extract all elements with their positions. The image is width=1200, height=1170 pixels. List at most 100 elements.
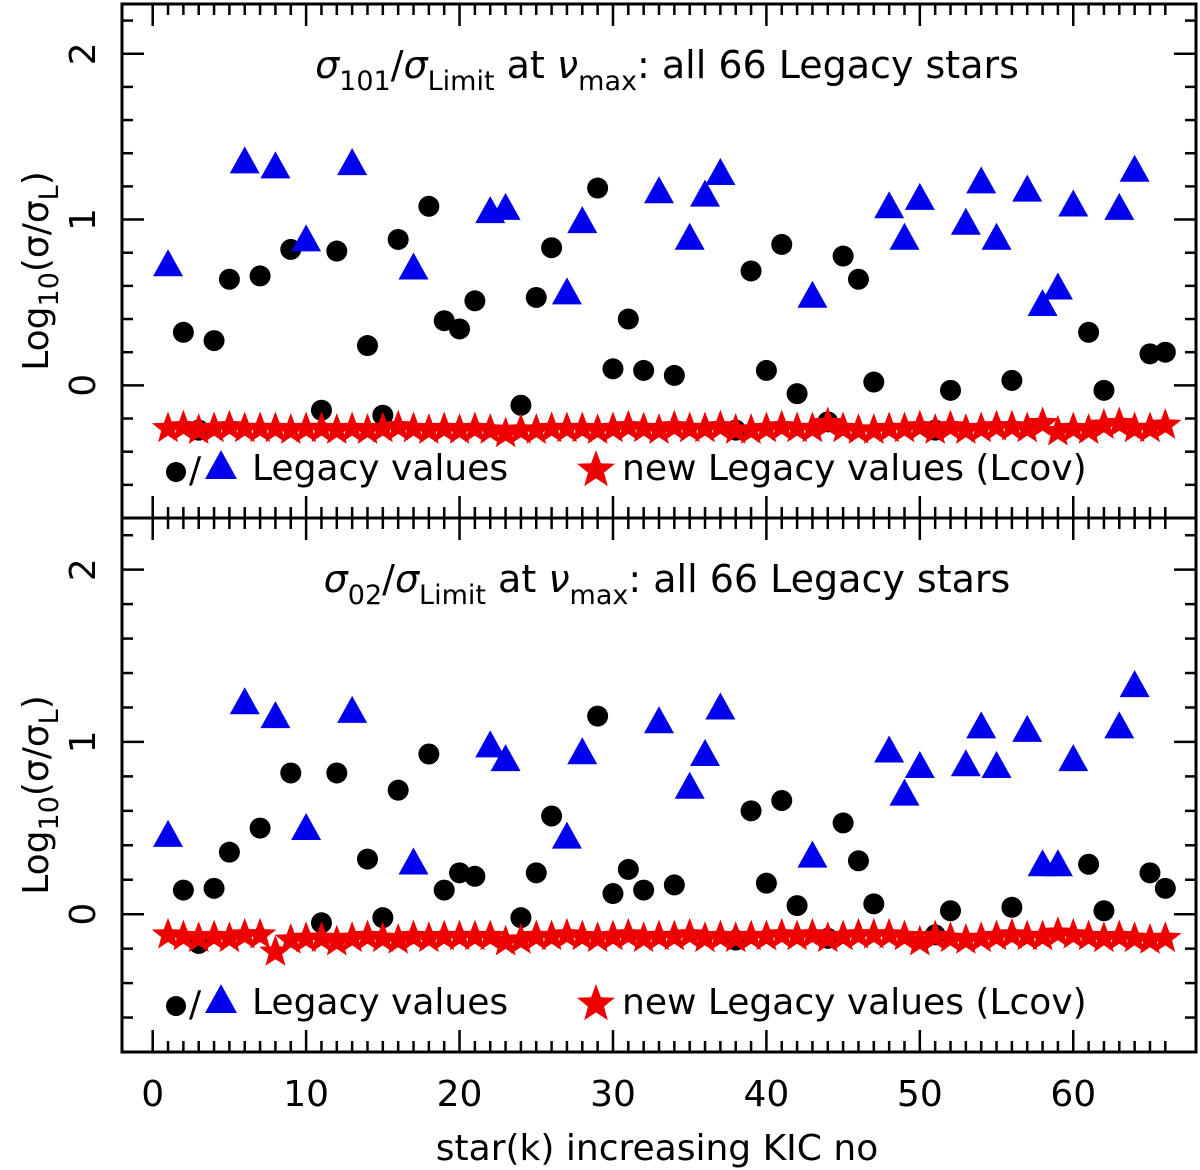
- legacy-triangle-point: [260, 701, 291, 729]
- legend-legacy-label: Legacy values: [252, 982, 508, 1023]
- new-legacy-star-point: [213, 921, 246, 953]
- legacy-triangle-point: [1042, 272, 1073, 300]
- legacy-circle-point: [1093, 900, 1115, 922]
- legacy-circle-point: [356, 848, 378, 870]
- new-legacy-star-point: [688, 921, 722, 953]
- new-legacy-star-point: [1072, 413, 1105, 444]
- new-legacy-star-point: [734, 413, 768, 444]
- legacy-triangle-point: [291, 813, 322, 841]
- legacy-circle-point: [863, 893, 885, 915]
- legacy-triangle-point: [904, 182, 935, 210]
- new-legacy-star-point: [228, 411, 261, 443]
- legacy-circle-point: [172, 321, 194, 343]
- legacy-triangle-point: [337, 148, 368, 176]
- legacy-circle-point: [433, 310, 455, 332]
- legacy-triangle-point: [797, 840, 828, 868]
- new-legacy-star-point: [520, 919, 553, 951]
- new-legacy-star-point: [458, 919, 492, 951]
- legend-legacy-label: Legacy values: [252, 448, 508, 489]
- new-legacy-star-point: [688, 411, 722, 443]
- new-legacy-star-point: [1149, 408, 1182, 439]
- legacy-circle-point: [172, 879, 194, 901]
- legend-slash: /: [189, 984, 202, 1025]
- new-legacy-star-point: [366, 411, 399, 443]
- text-segment: L: [34, 185, 65, 200]
- data-points: [151, 146, 1182, 448]
- legend-triangle-marker: [205, 984, 237, 1013]
- legacy-triangle-point: [981, 751, 1012, 779]
- new-legacy-star-point: [151, 917, 185, 949]
- legacy-triangle-point: [398, 847, 429, 875]
- new-legacy-star-point: [734, 919, 768, 951]
- legacy-triangle-point: [1119, 154, 1150, 182]
- new-legacy-star-point: [1103, 919, 1136, 951]
- new-legacy-star-point: [443, 919, 476, 951]
- legacy-circle-point: [740, 260, 762, 282]
- new-legacy-star-point: [351, 919, 384, 951]
- new-legacy-star-point: [995, 917, 1029, 949]
- new-legacy-star-point: [489, 416, 522, 448]
- legacy-triangle-point: [551, 821, 582, 849]
- legacy-triangle-point: [229, 146, 260, 174]
- new-legacy-star-point: [765, 409, 798, 441]
- legacy-circle-point: [326, 762, 348, 784]
- legacy-circle-point: [510, 907, 532, 929]
- legacy-circle-point: [433, 879, 455, 901]
- legacy-triangle-point: [950, 749, 981, 777]
- legacy-circle-point: [832, 245, 854, 267]
- legacy-circle-point: [1154, 877, 1176, 899]
- legacy-circle-point: [847, 268, 869, 290]
- new-legacy-star-point: [182, 413, 215, 444]
- legacy-triangle-point: [337, 695, 368, 723]
- legacy-circle-point: [464, 290, 486, 312]
- text-segment: Limit: [428, 66, 495, 97]
- new-legacy-star-point: [857, 413, 890, 444]
- new-legacy-star-point: [566, 411, 599, 443]
- new-legacy-star-point: [566, 919, 599, 951]
- legacy-triangle-point: [153, 819, 184, 847]
- new-legacy-star-point: [167, 919, 200, 951]
- legacy-triangle-point: [690, 738, 721, 766]
- legacy-triangle-point: [229, 687, 260, 715]
- legacy-circle-point: [1154, 341, 1176, 363]
- legacy-circle-point: [663, 874, 685, 896]
- new-legacy-star-point: [1149, 921, 1182, 953]
- new-legacy-star-point: [550, 917, 584, 949]
- new-legacy-star-point: [1118, 411, 1151, 443]
- legacy-triangle-point: [644, 176, 674, 204]
- new-legacy-star-point: [320, 924, 353, 956]
- legacy-circle-point: [372, 907, 394, 929]
- new-legacy-star-point: [1087, 408, 1121, 439]
- legacy-circle-point: [525, 286, 547, 308]
- new-legacy-star-point: [919, 413, 952, 444]
- legacy-circle-point: [633, 359, 655, 381]
- new-legacy-star-point: [336, 921, 369, 953]
- legacy-circle-point: [755, 359, 777, 381]
- legacy-circle-point: [280, 762, 302, 784]
- new-legacy-star-point: [274, 413, 307, 444]
- legacy-triangle-point: [950, 207, 981, 235]
- new-legacy-star-point: [658, 409, 691, 441]
- y-ticks: [122, 19, 1196, 520]
- legacy-triangle-point: [705, 692, 736, 720]
- y-tick-label: 2: [63, 558, 104, 581]
- text-segment: : all 66 Legacy stars: [628, 557, 1010, 601]
- y-tick-label: 0: [63, 374, 104, 397]
- legacy-circle-point: [1078, 321, 1100, 343]
- panel-title: σ02/σLimit at νmax: all 66 Legacy stars: [324, 557, 1011, 611]
- text-segment: at: [495, 43, 557, 87]
- new-legacy-star-point: [274, 923, 307, 954]
- legacy-circle-point: [203, 877, 225, 899]
- new-legacy-star-point: [965, 411, 998, 443]
- text-segment: ν: [548, 557, 569, 601]
- text-segment: 02: [348, 580, 382, 611]
- new-legacy-star-point: [980, 409, 1013, 441]
- legacy-triangle-point: [551, 277, 582, 305]
- legacy-circle-point: [525, 862, 547, 884]
- data-points: [151, 670, 1182, 966]
- new-legacy-star-point: [489, 924, 522, 956]
- legacy-circle-point: [847, 850, 869, 872]
- new-legacy-star-point: [826, 411, 860, 443]
- new-legacy-star-point: [336, 411, 369, 443]
